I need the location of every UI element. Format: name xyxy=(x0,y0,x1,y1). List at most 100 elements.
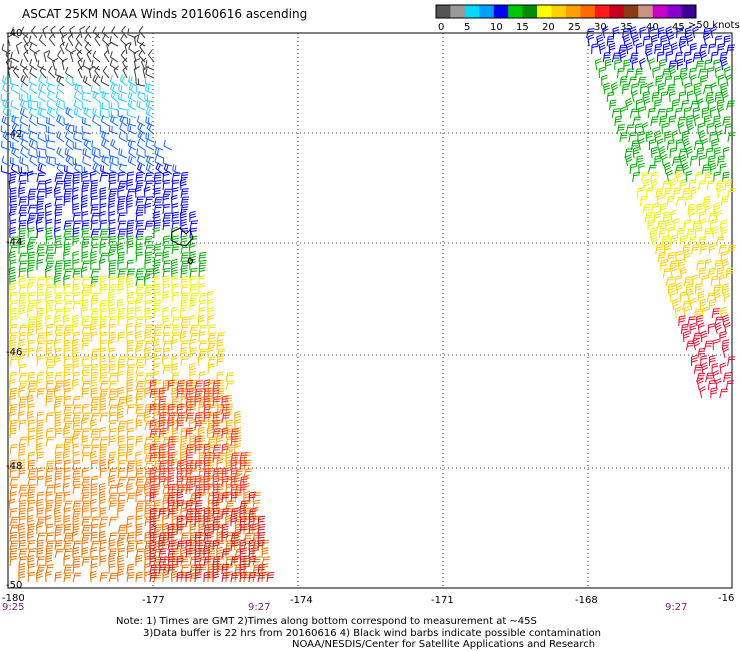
wind-barb xyxy=(26,394,34,407)
wind-barb xyxy=(693,82,701,95)
wind-barb xyxy=(117,538,124,551)
wind-barb xyxy=(696,378,704,391)
wind-barb xyxy=(11,146,20,159)
wind-barb xyxy=(72,484,81,495)
wind-barb xyxy=(221,467,229,479)
wind-barb xyxy=(36,451,44,463)
wind-barb xyxy=(9,141,20,151)
wind-barb xyxy=(230,532,240,543)
wind-barb xyxy=(645,211,653,223)
wind-barb xyxy=(149,428,158,439)
wind-barb xyxy=(27,523,35,535)
wind-barb xyxy=(203,452,212,463)
wind-barb xyxy=(90,371,99,383)
wind-barb xyxy=(697,348,706,359)
wind-barb xyxy=(37,83,47,95)
wind-barb xyxy=(625,42,633,55)
wind-barb xyxy=(144,403,153,415)
wind-barb xyxy=(117,331,125,343)
wind-barb xyxy=(72,419,81,431)
wind-barb xyxy=(634,68,644,79)
wind-barb xyxy=(108,484,118,495)
wind-barb xyxy=(143,186,151,199)
wind-barb xyxy=(171,266,178,279)
wind-barb xyxy=(179,330,187,343)
wind-barb xyxy=(90,316,99,327)
wind-barb xyxy=(167,564,176,575)
wind-barb xyxy=(63,101,74,111)
wind-barb xyxy=(692,107,700,119)
wind-barb xyxy=(700,330,708,343)
legend-swatch xyxy=(667,5,683,18)
wind-barb xyxy=(29,107,38,119)
wind-barb xyxy=(725,74,733,87)
wind-barb xyxy=(45,299,54,311)
wind-barb xyxy=(683,219,692,231)
wind-barb xyxy=(622,34,631,47)
wind-barb xyxy=(693,364,703,375)
wind-barb xyxy=(35,322,43,335)
wind-barb xyxy=(690,42,697,55)
wind-barb xyxy=(71,322,79,335)
wind-barb xyxy=(18,292,28,303)
wind-barb xyxy=(212,395,221,407)
wind-barb xyxy=(77,57,84,71)
wind-barb xyxy=(99,403,107,415)
wind-barb xyxy=(49,33,56,47)
wind-barb xyxy=(176,491,184,503)
wind-barb xyxy=(90,331,98,343)
wind-barb xyxy=(682,187,691,199)
wind-barb xyxy=(108,275,117,287)
wind-barb xyxy=(90,436,100,447)
wind-barb xyxy=(63,220,72,231)
wind-barb xyxy=(126,235,134,247)
wind-barb xyxy=(642,91,650,103)
wind-barb xyxy=(699,298,707,311)
wind-barb xyxy=(9,427,17,439)
wind-barb xyxy=(158,507,167,519)
wind-barb xyxy=(171,427,179,439)
wind-barb xyxy=(663,162,672,175)
wind-barb xyxy=(9,524,19,535)
wind-barb xyxy=(72,363,80,375)
wind-barb xyxy=(28,75,38,87)
wind-barb xyxy=(119,74,128,87)
wind-barb xyxy=(695,90,702,103)
wind-barb xyxy=(18,467,26,479)
wind-barb xyxy=(153,252,163,263)
legend-swatch xyxy=(479,5,495,18)
wind-barb xyxy=(54,157,65,167)
wind-barb xyxy=(146,122,155,135)
wind-barb xyxy=(9,516,19,527)
wind-barb xyxy=(81,251,89,263)
wind-barb xyxy=(36,547,44,559)
wind-barb xyxy=(650,116,659,127)
wind-barb xyxy=(90,195,98,207)
wind-barb xyxy=(9,387,18,399)
wind-barb xyxy=(135,346,142,359)
wind-barb xyxy=(693,308,703,319)
wind-barb xyxy=(119,122,128,135)
wind-barb xyxy=(180,356,189,367)
wind-barb xyxy=(36,411,44,423)
wind-barb xyxy=(72,314,79,327)
wind-barb xyxy=(117,307,126,319)
wind-barb xyxy=(36,227,44,239)
wind-barb xyxy=(45,554,53,567)
wind-barb xyxy=(108,290,115,303)
wind-barb xyxy=(710,51,719,63)
wind-barb xyxy=(108,227,116,239)
wind-barb xyxy=(203,547,211,558)
lat-label-48: -48 xyxy=(6,461,23,472)
wind-barb xyxy=(684,26,692,39)
wind-barb xyxy=(81,500,91,511)
wind-barb xyxy=(221,404,230,415)
wind-barb xyxy=(54,524,63,535)
wind-barb xyxy=(46,140,56,151)
island-outline xyxy=(170,227,194,247)
wind-barb xyxy=(113,65,119,79)
wind-barb xyxy=(720,196,729,207)
wind-barb xyxy=(167,548,176,559)
wind-barb xyxy=(722,345,730,359)
wind-barb xyxy=(198,282,206,295)
